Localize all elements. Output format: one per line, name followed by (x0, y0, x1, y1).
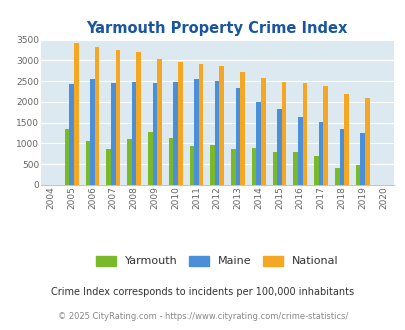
Bar (189, 147, 194, 185)
Bar (157, 59, 161, 185)
Bar (297, 117, 302, 185)
Bar (194, 79, 198, 185)
Bar (132, 82, 136, 185)
Bar (177, 62, 182, 185)
Bar (355, 165, 360, 185)
Bar (74, 43, 79, 185)
Bar (360, 133, 364, 185)
Bar (85, 141, 90, 185)
Bar (339, 129, 343, 185)
Bar (251, 148, 256, 185)
Bar (210, 146, 214, 185)
Bar (256, 102, 260, 185)
Bar (95, 47, 99, 185)
Bar (323, 86, 327, 185)
Bar (198, 64, 203, 185)
Title: Yarmouth Property Crime Index: Yarmouth Property Crime Index (86, 21, 347, 36)
Bar (235, 88, 240, 185)
Bar (106, 149, 111, 185)
Bar (260, 78, 265, 185)
Text: Crime Index corresponds to incidents per 100,000 inhabitants: Crime Index corresponds to incidents per… (51, 287, 354, 297)
Bar (115, 50, 120, 185)
Bar (277, 109, 281, 185)
Bar (334, 168, 339, 185)
Bar (90, 80, 95, 185)
Bar (230, 149, 235, 185)
Bar (173, 82, 177, 185)
Bar (69, 83, 74, 185)
Bar (240, 72, 244, 185)
Bar (136, 52, 141, 185)
Bar (65, 129, 69, 185)
Bar (152, 83, 157, 185)
Bar (293, 151, 297, 185)
Bar (272, 151, 277, 185)
Bar (111, 83, 115, 185)
Bar (148, 132, 152, 185)
Bar (318, 122, 323, 185)
Bar (214, 81, 219, 185)
Text: © 2025 CityRating.com - https://www.cityrating.com/crime-statistics/: © 2025 CityRating.com - https://www.city… (58, 312, 347, 321)
Legend: Yarmouth, Maine, National: Yarmouth, Maine, National (96, 256, 337, 266)
Bar (168, 138, 173, 185)
Bar (281, 82, 286, 185)
Bar (343, 94, 348, 185)
Bar (127, 139, 132, 185)
Bar (302, 83, 307, 185)
Bar (313, 155, 318, 185)
Bar (219, 66, 224, 185)
Bar (364, 98, 369, 185)
